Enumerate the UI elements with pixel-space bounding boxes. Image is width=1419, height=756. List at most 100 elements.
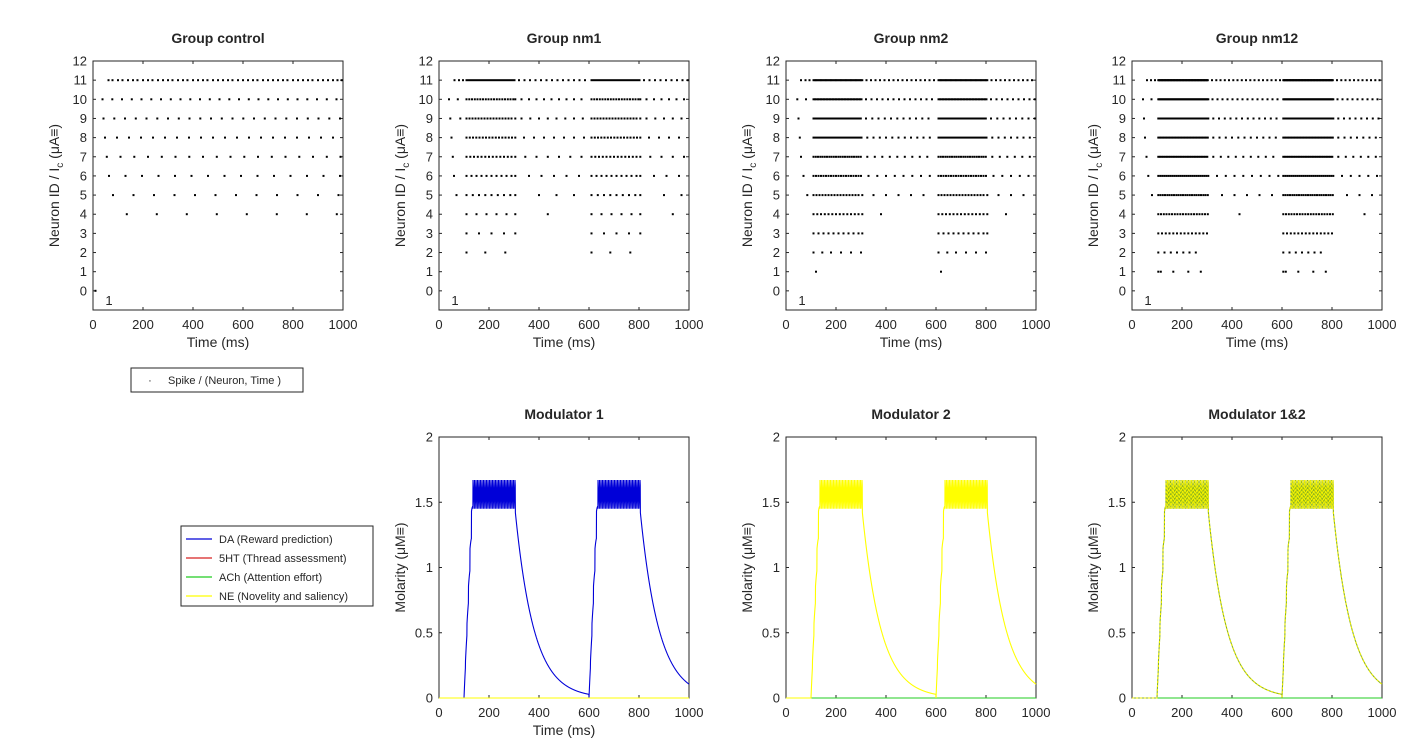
y-axis-label-unit: (μA≡)	[392, 124, 408, 163]
spike-point	[952, 174, 955, 177]
spike-point	[847, 79, 850, 82]
spike-point	[1293, 213, 1296, 216]
x-tick-label: 800	[1321, 705, 1343, 720]
spike-point	[558, 155, 560, 158]
spike-point	[476, 155, 479, 158]
spike-point	[583, 136, 585, 139]
spike-point	[837, 232, 840, 235]
spike-point	[859, 98, 861, 101]
spike-point	[1162, 213, 1165, 216]
spike-point	[1289, 155, 1292, 158]
spike-point	[896, 117, 899, 120]
spike-point	[827, 213, 830, 216]
spike-point	[943, 79, 946, 82]
spike-point	[861, 232, 864, 235]
spike-point	[874, 79, 877, 82]
spike-point	[841, 79, 844, 82]
spike-point	[624, 155, 627, 158]
spike-point	[1006, 98, 1009, 101]
spike-point	[797, 117, 800, 120]
spike-point	[617, 117, 620, 120]
y-tick-label: 1.5	[762, 495, 780, 510]
spike-point	[1279, 79, 1281, 82]
spike-point	[960, 98, 962, 101]
spike-point	[1346, 194, 1348, 197]
spike-point	[1314, 174, 1317, 177]
spike-point	[473, 155, 475, 158]
spike-point	[997, 194, 1000, 197]
spike-point	[660, 98, 663, 101]
spike-point	[153, 194, 155, 197]
spike-point	[861, 79, 864, 82]
spike-point	[852, 117, 855, 120]
spike-point	[825, 174, 827, 177]
spike-point	[1190, 155, 1193, 158]
spike-point	[243, 155, 246, 158]
spike-point	[1165, 213, 1168, 216]
legend-entry-da: DA (Reward prediction)	[219, 534, 333, 546]
y-tick-label: 2	[1119, 430, 1126, 445]
spike-point	[963, 213, 966, 216]
spike-point	[1187, 270, 1190, 273]
spike-series	[94, 79, 343, 292]
spike-point	[817, 117, 820, 120]
spike-point	[1319, 117, 1322, 120]
spike-point	[806, 194, 809, 197]
spike-point	[615, 98, 618, 101]
y-tick-label: 9	[773, 111, 780, 126]
spike-point	[1183, 117, 1186, 120]
spike-point	[533, 136, 535, 139]
spike-point	[1315, 213, 1318, 216]
spike-point	[957, 174, 960, 177]
spike-point	[1177, 194, 1180, 197]
spike-point	[948, 79, 951, 82]
spike-point	[157, 174, 160, 177]
spike-point	[814, 98, 816, 101]
spike-point	[937, 194, 940, 197]
spike-point	[861, 213, 864, 216]
spike-point	[653, 174, 655, 177]
spike-point	[312, 155, 314, 158]
spike-point	[983, 117, 985, 120]
spike-point	[453, 79, 456, 82]
spike-point	[1157, 136, 1160, 139]
spike-point	[1304, 232, 1307, 235]
y-tick-label: 1	[1119, 264, 1126, 279]
spike-point	[956, 79, 959, 82]
spike-point	[629, 136, 632, 139]
spike-point	[962, 79, 965, 82]
spike-series	[1142, 79, 1381, 273]
spike-point	[854, 117, 857, 120]
spike-point	[1182, 213, 1184, 216]
y-tick-label: 0	[80, 283, 87, 298]
spike-point	[1284, 270, 1287, 273]
spike-point	[1022, 79, 1024, 82]
spike-point	[902, 174, 905, 177]
spike-point	[601, 98, 604, 101]
spike-point	[842, 213, 845, 216]
spike-point	[1173, 117, 1176, 120]
spike-point	[1288, 136, 1291, 139]
spike-point	[637, 98, 640, 101]
spike-point	[816, 117, 818, 120]
spike-point	[1374, 136, 1377, 139]
spike-point	[276, 194, 278, 197]
spike-point	[479, 98, 482, 101]
spike-point	[111, 98, 114, 101]
spike-point	[885, 194, 887, 197]
spike-point	[833, 194, 836, 197]
spike-point	[257, 98, 260, 101]
spike-point	[509, 79, 512, 82]
spike-point	[1161, 117, 1163, 120]
spike-point	[104, 136, 106, 139]
spike-point	[848, 136, 851, 139]
spike-point	[465, 155, 468, 158]
spike-point	[1371, 98, 1374, 101]
spike-point	[966, 155, 969, 158]
spike-point	[1165, 174, 1168, 177]
x-tick-label: 800	[975, 705, 997, 720]
spike-point	[540, 79, 542, 82]
spike-point	[496, 194, 499, 197]
spike-point	[937, 213, 940, 216]
spike-point	[815, 270, 817, 273]
